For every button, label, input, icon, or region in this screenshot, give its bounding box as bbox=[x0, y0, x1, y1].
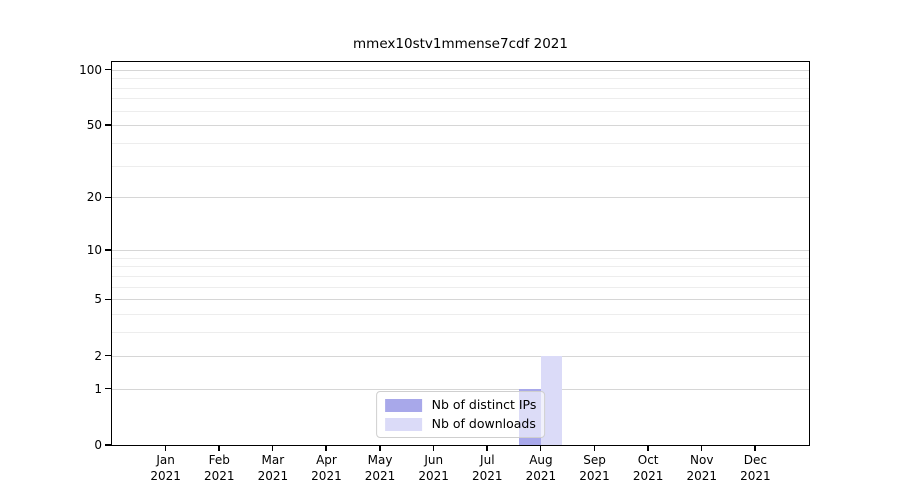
x-tick-label: Mar 2021 bbox=[257, 453, 289, 483]
major-gridline bbox=[112, 197, 809, 199]
minor-gridline bbox=[112, 87, 809, 89]
x-tick-mark bbox=[379, 445, 381, 451]
y-tick-label: 100 bbox=[79, 62, 102, 77]
minor-gridline bbox=[112, 286, 809, 288]
legend: Nb of distinct IPs Nb of downloads bbox=[375, 391, 546, 438]
x-tick-label: May 2021 bbox=[364, 453, 396, 483]
x-tick-mark bbox=[754, 445, 756, 451]
minor-gridline bbox=[112, 275, 809, 277]
legend-label-distinct-ips: Nb of distinct IPs bbox=[431, 397, 537, 412]
legend-swatch-downloads bbox=[384, 417, 422, 431]
legend-item-downloads: Nb of downloads bbox=[384, 416, 537, 431]
x-tick-mark bbox=[593, 445, 596, 451]
y-tick-mark bbox=[105, 196, 111, 199]
major-gridline bbox=[112, 299, 809, 301]
x-tick-label: Jul 2021 bbox=[472, 453, 503, 483]
major-gridline bbox=[112, 249, 809, 251]
y-tick-label: 5 bbox=[94, 292, 102, 307]
major-gridline bbox=[112, 355, 809, 357]
x-tick-label: Sep 2021 bbox=[579, 453, 610, 483]
x-tick-mark bbox=[325, 445, 327, 451]
y-tick-label: 1 bbox=[94, 381, 102, 396]
minor-gridline bbox=[112, 142, 809, 144]
x-tick-mark bbox=[539, 445, 542, 451]
y-tick-mark bbox=[105, 387, 111, 390]
x-tick-mark bbox=[432, 445, 435, 451]
minor-gridline bbox=[112, 98, 809, 100]
x-tick-mark bbox=[700, 445, 703, 451]
x-tick-label: Dec 2021 bbox=[740, 453, 771, 483]
y-tick-label: 20 bbox=[86, 190, 102, 205]
y-tick-mark bbox=[105, 68, 111, 71]
y-tick-mark bbox=[105, 249, 111, 251]
x-tick-label: Jun 2021 bbox=[418, 453, 449, 483]
x-tick-mark bbox=[164, 445, 167, 451]
y-tick-mark bbox=[105, 298, 111, 301]
x-tick-mark bbox=[218, 445, 220, 451]
minor-gridline bbox=[112, 332, 809, 334]
minor-gridline bbox=[112, 165, 809, 167]
minor-gridline bbox=[112, 78, 809, 80]
legend-item-distinct-ips: Nb of distinct IPs bbox=[384, 397, 537, 412]
y-tick-mark bbox=[105, 444, 111, 446]
major-gridline bbox=[112, 69, 809, 71]
major-gridline bbox=[112, 125, 809, 127]
y-tick-mark bbox=[105, 354, 111, 357]
minor-gridline bbox=[112, 266, 809, 268]
y-tick-label: 2 bbox=[94, 348, 102, 363]
minor-gridline bbox=[112, 110, 809, 112]
x-tick-label: Feb 2021 bbox=[203, 453, 235, 483]
x-tick-mark bbox=[647, 445, 649, 451]
x-tick-mark bbox=[271, 445, 274, 451]
x-tick-mark bbox=[486, 445, 488, 451]
y-tick-mark bbox=[105, 124, 111, 126]
minor-gridline bbox=[112, 314, 809, 316]
y-tick-label: 50 bbox=[86, 118, 102, 133]
y-tick-label: 0 bbox=[94, 438, 102, 452]
x-tick-label: Nov 2021 bbox=[686, 453, 718, 483]
x-tick-label: Oct 2021 bbox=[632, 453, 664, 483]
legend-label-downloads: Nb of downloads bbox=[431, 416, 536, 431]
bar-downloads bbox=[540, 355, 563, 445]
x-tick-label: Aug 2021 bbox=[525, 453, 557, 483]
plot-area: Nb of distinct IPs Nb of downloads 0 1 2 5 1… bbox=[79, 61, 810, 483]
legend-swatch-distinct-ips bbox=[384, 398, 422, 412]
x-tick-label: Jan 2021 bbox=[150, 453, 181, 483]
y-tick-label: 10 bbox=[86, 242, 102, 257]
chart-title: mmex10stv1mmense7cdf 2021 bbox=[353, 36, 568, 52]
minor-gridline bbox=[112, 257, 809, 259]
major-gridline bbox=[112, 388, 809, 390]
x-tick-label: Apr 2021 bbox=[311, 453, 342, 483]
